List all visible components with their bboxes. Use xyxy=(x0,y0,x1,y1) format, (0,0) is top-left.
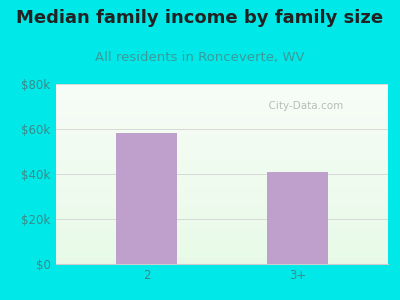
Bar xyxy=(116,134,177,264)
Text: City-Data.com: City-Data.com xyxy=(262,100,343,111)
Bar xyxy=(267,172,328,264)
Text: Median family income by family size: Median family income by family size xyxy=(16,9,384,27)
Text: All residents in Ronceverte, WV: All residents in Ronceverte, WV xyxy=(95,51,305,64)
